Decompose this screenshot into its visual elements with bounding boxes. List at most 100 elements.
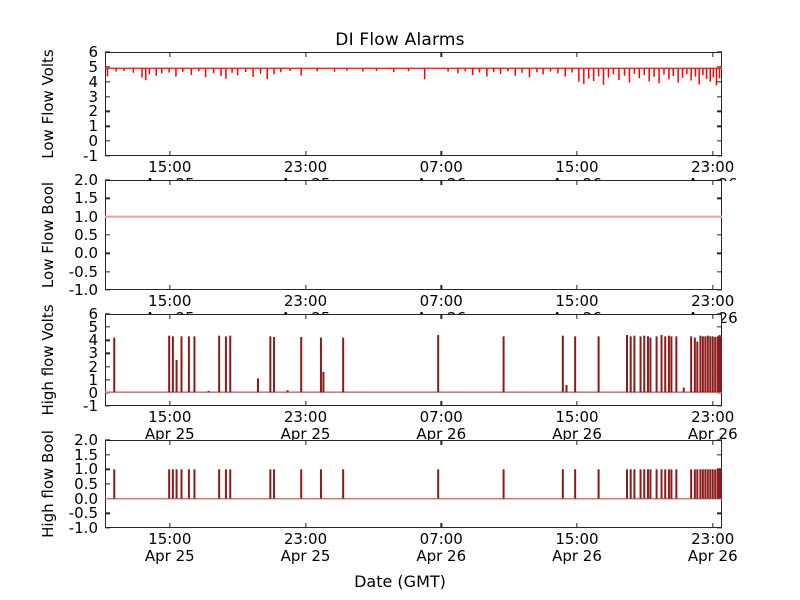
axes-frame bbox=[105, 440, 722, 528]
y-tick-label: 2 bbox=[88, 357, 98, 376]
x-tick-time: 07:00 bbox=[419, 158, 463, 176]
subplot-high-flow-bool: 2.0 1.5 1.0 0.5 0.0 -0.5 -1.0 15:00 Apr 25 23:00 A… bbox=[39, 430, 738, 564]
y-tick-label: 0.0 bbox=[74, 489, 98, 508]
x-tick-mark bbox=[712, 151, 714, 156]
x-tick-mark bbox=[440, 180, 442, 185]
x-tick-time: 07:00 bbox=[419, 292, 463, 310]
x-tick-mark bbox=[304, 180, 307, 185]
y-tick-mark bbox=[105, 234, 110, 236]
x-tick-time: 23:00 bbox=[283, 292, 328, 310]
y-tick-mark bbox=[105, 405, 110, 407]
y-tick-mark bbox=[717, 51, 722, 53]
x-tick-mark bbox=[576, 314, 578, 319]
x-tick-mark bbox=[712, 440, 714, 445]
x-tick-time: 23:00 bbox=[283, 530, 328, 548]
x-tick-mark bbox=[576, 151, 578, 156]
x-tick-mark bbox=[576, 180, 578, 185]
y-tick-mark bbox=[105, 179, 110, 181]
y-tick-label: 5 bbox=[88, 318, 98, 337]
x-tick-mark bbox=[576, 401, 578, 406]
x-tick-time: 23:00 bbox=[283, 158, 328, 176]
x-tick-mark bbox=[169, 440, 171, 445]
y-axis-label: High flow Bool bbox=[39, 430, 57, 538]
x-tick-mark bbox=[712, 52, 714, 57]
y-tick-mark bbox=[717, 179, 722, 181]
y-tick-label: 1 bbox=[88, 370, 98, 389]
x-tick-mark bbox=[576, 52, 578, 57]
x-tick-time: 15:00 bbox=[555, 408, 599, 426]
y-tick-mark bbox=[105, 527, 110, 529]
x-tick-mark bbox=[576, 523, 578, 528]
y-tick-mark bbox=[717, 313, 722, 315]
y-tick-mark bbox=[105, 140, 110, 142]
x-axis-label: Date (GMT) bbox=[354, 572, 446, 591]
x-tick-date: Apr 25 bbox=[280, 425, 331, 443]
x-tick-mark bbox=[304, 401, 307, 406]
x-tick-mark bbox=[169, 285, 171, 290]
y-tick-mark bbox=[105, 468, 110, 470]
y-tick-mark bbox=[717, 468, 722, 470]
x-tick-mark bbox=[304, 440, 307, 445]
chart-title: DI Flow Alarms bbox=[335, 30, 465, 50]
y-tick-mark bbox=[717, 326, 722, 328]
y-tick-label: -1.0 bbox=[68, 281, 98, 299]
x-tick-mark bbox=[304, 151, 307, 156]
x-tick-mark bbox=[712, 401, 714, 406]
y-tick-mark bbox=[717, 81, 722, 83]
y-tick-mark bbox=[105, 110, 110, 113]
x-tick-mark bbox=[440, 314, 442, 319]
x-tick-date: Apr 26 bbox=[552, 547, 602, 565]
y-tick-mark bbox=[105, 454, 110, 456]
x-tick-mark bbox=[440, 523, 442, 528]
series-low-flow-volts bbox=[105, 52, 722, 156]
x-tick-mark bbox=[576, 285, 578, 290]
y-tick-mark bbox=[105, 66, 110, 68]
x-tick-date: Apr 26 bbox=[687, 547, 738, 565]
y-tick-label: 4 bbox=[88, 72, 98, 91]
axes-frame bbox=[105, 180, 722, 290]
x-tick-time: 15:00 bbox=[555, 530, 599, 548]
x-tick-date: Apr 25 bbox=[144, 425, 195, 443]
y-tick-label: 2 bbox=[88, 102, 98, 121]
x-tick-mark bbox=[440, 285, 442, 290]
y-tick-mark bbox=[105, 512, 110, 514]
y-tick-mark bbox=[105, 51, 110, 53]
y-tick-mark bbox=[717, 271, 722, 273]
x-tick-time: 15:00 bbox=[555, 158, 599, 176]
x-tick-mark bbox=[169, 401, 171, 406]
y-tick-label: 3 bbox=[88, 344, 98, 363]
x-tick-time: 07:00 bbox=[419, 530, 463, 548]
x-tick-mark bbox=[169, 180, 171, 185]
x-tick-date: Apr 26 bbox=[416, 547, 467, 565]
axes-frame bbox=[105, 314, 722, 406]
y-tick-mark bbox=[717, 125, 722, 127]
y-tick-mark bbox=[105, 95, 110, 98]
y-tick-label: 6 bbox=[88, 305, 98, 323]
y-tick-mark bbox=[717, 512, 722, 514]
x-tick-mark bbox=[440, 52, 442, 57]
x-tick-mark bbox=[440, 401, 442, 406]
y-tick-mark bbox=[105, 365, 110, 368]
x-tick-time: 15:00 bbox=[148, 158, 192, 176]
y-tick-label: 2.0 bbox=[74, 171, 98, 189]
x-tick-time: 15:00 bbox=[555, 292, 599, 310]
x-tick-time: 15:00 bbox=[148, 408, 192, 426]
y-tick-mark bbox=[105, 271, 110, 273]
y-tick-label: 5 bbox=[88, 57, 98, 76]
x-tick-mark bbox=[576, 440, 578, 445]
y-tick-label: 0 bbox=[88, 132, 98, 151]
x-tick-mark bbox=[304, 285, 307, 290]
x-tick-mark bbox=[712, 314, 714, 319]
x-tick-time: 15:00 bbox=[148, 530, 192, 548]
y-tick-mark bbox=[105, 326, 110, 328]
x-tick-time: 23:00 bbox=[691, 530, 735, 548]
y-tick-label: 0.5 bbox=[74, 475, 98, 493]
x-tick-time: 23:00 bbox=[283, 408, 328, 426]
